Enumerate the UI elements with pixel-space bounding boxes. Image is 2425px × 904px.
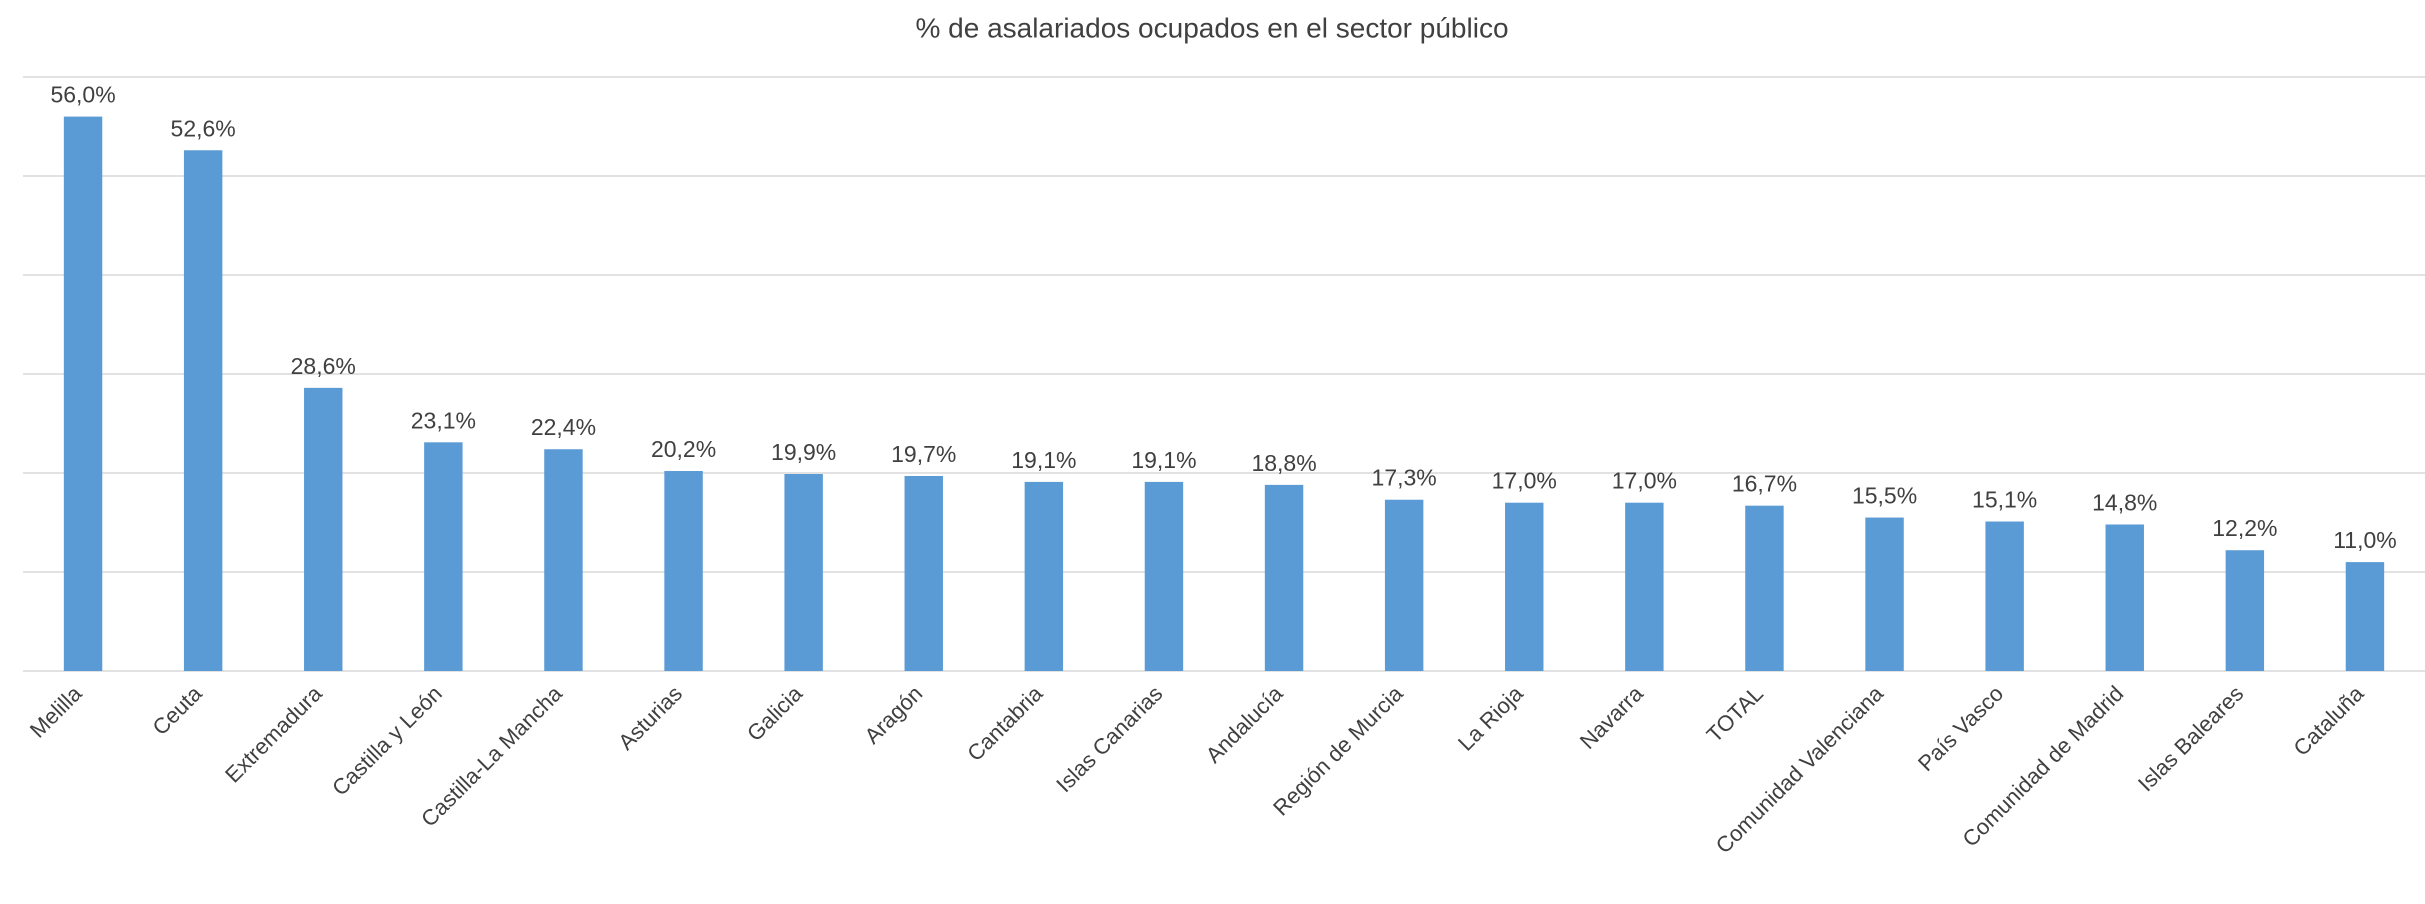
data-label: 15,5% bbox=[1852, 483, 1917, 509]
data-label: 12,2% bbox=[2212, 515, 2277, 541]
data-label: 15,1% bbox=[1972, 487, 2037, 513]
x-tick-label: Cantabria bbox=[962, 680, 1048, 766]
data-label: 18,8% bbox=[1251, 450, 1316, 476]
bar bbox=[1745, 505, 1784, 671]
data-label: 52,6% bbox=[171, 115, 236, 141]
data-label: 11,0% bbox=[2333, 527, 2397, 553]
data-label: 19,1% bbox=[1011, 447, 1076, 473]
data-label: 17,3% bbox=[1372, 465, 1437, 491]
x-tick-label: Ceuta bbox=[147, 680, 207, 740]
x-tick-label: Galicia bbox=[742, 680, 808, 746]
x-tick-label: Extremadura bbox=[220, 680, 327, 787]
bar bbox=[784, 473, 823, 671]
data-label: 14,8% bbox=[2092, 489, 2157, 515]
data-label: 17,0% bbox=[1492, 468, 1557, 494]
x-tick-label: Islas Canarias bbox=[1051, 681, 1167, 797]
bar bbox=[2225, 550, 2265, 671]
bar bbox=[1985, 521, 2024, 671]
bar bbox=[1264, 484, 1304, 671]
x-tick-label: Región de Murcia bbox=[1268, 680, 1408, 820]
bar bbox=[1625, 502, 1664, 671]
bar bbox=[2345, 562, 2385, 671]
data-label: 28,6% bbox=[291, 353, 356, 379]
chart-title: % de asalariados ocupados en el sector p… bbox=[915, 12, 1508, 43]
data-label: 56,0% bbox=[50, 82, 115, 108]
x-tick-label: Navarra bbox=[1575, 680, 1649, 754]
bar bbox=[1865, 517, 1904, 671]
bar bbox=[1024, 481, 1064, 671]
data-label: 22,4% bbox=[531, 414, 596, 440]
data-label: 16,7% bbox=[1732, 471, 1797, 497]
x-tick-label: Islas Baleares bbox=[2133, 681, 2248, 796]
data-label: 19,7% bbox=[891, 441, 956, 467]
data-label: 17,0% bbox=[1612, 468, 1677, 494]
bar bbox=[2105, 524, 2144, 671]
bar bbox=[424, 442, 463, 671]
x-tick-label: País Vasco bbox=[1913, 681, 2008, 776]
data-label: 19,9% bbox=[771, 439, 836, 465]
bar bbox=[1144, 481, 1184, 671]
data-label: 20,2% bbox=[651, 436, 716, 462]
bar bbox=[904, 475, 943, 671]
bar bbox=[304, 387, 343, 671]
x-tick-label: Asturias bbox=[613, 681, 687, 755]
x-tick-label: Andalucía bbox=[1201, 680, 1288, 767]
bar bbox=[664, 471, 703, 671]
data-label: 19,1% bbox=[1131, 447, 1196, 473]
x-tick-label: TOTAL bbox=[1702, 681, 1768, 747]
x-tick-label: Melilla bbox=[25, 680, 87, 742]
bar bbox=[63, 116, 103, 672]
data-label: 23,1% bbox=[411, 407, 476, 433]
x-tick-label: La Rioja bbox=[1453, 680, 1528, 755]
x-tick-label: Castilla y León bbox=[327, 681, 447, 801]
bar bbox=[183, 150, 223, 671]
bar bbox=[1505, 502, 1544, 671]
x-tick-label: Aragón bbox=[859, 681, 927, 749]
bar bbox=[544, 449, 583, 671]
x-tick-label: Cataluña bbox=[2289, 680, 2369, 760]
bar bbox=[1384, 499, 1424, 671]
